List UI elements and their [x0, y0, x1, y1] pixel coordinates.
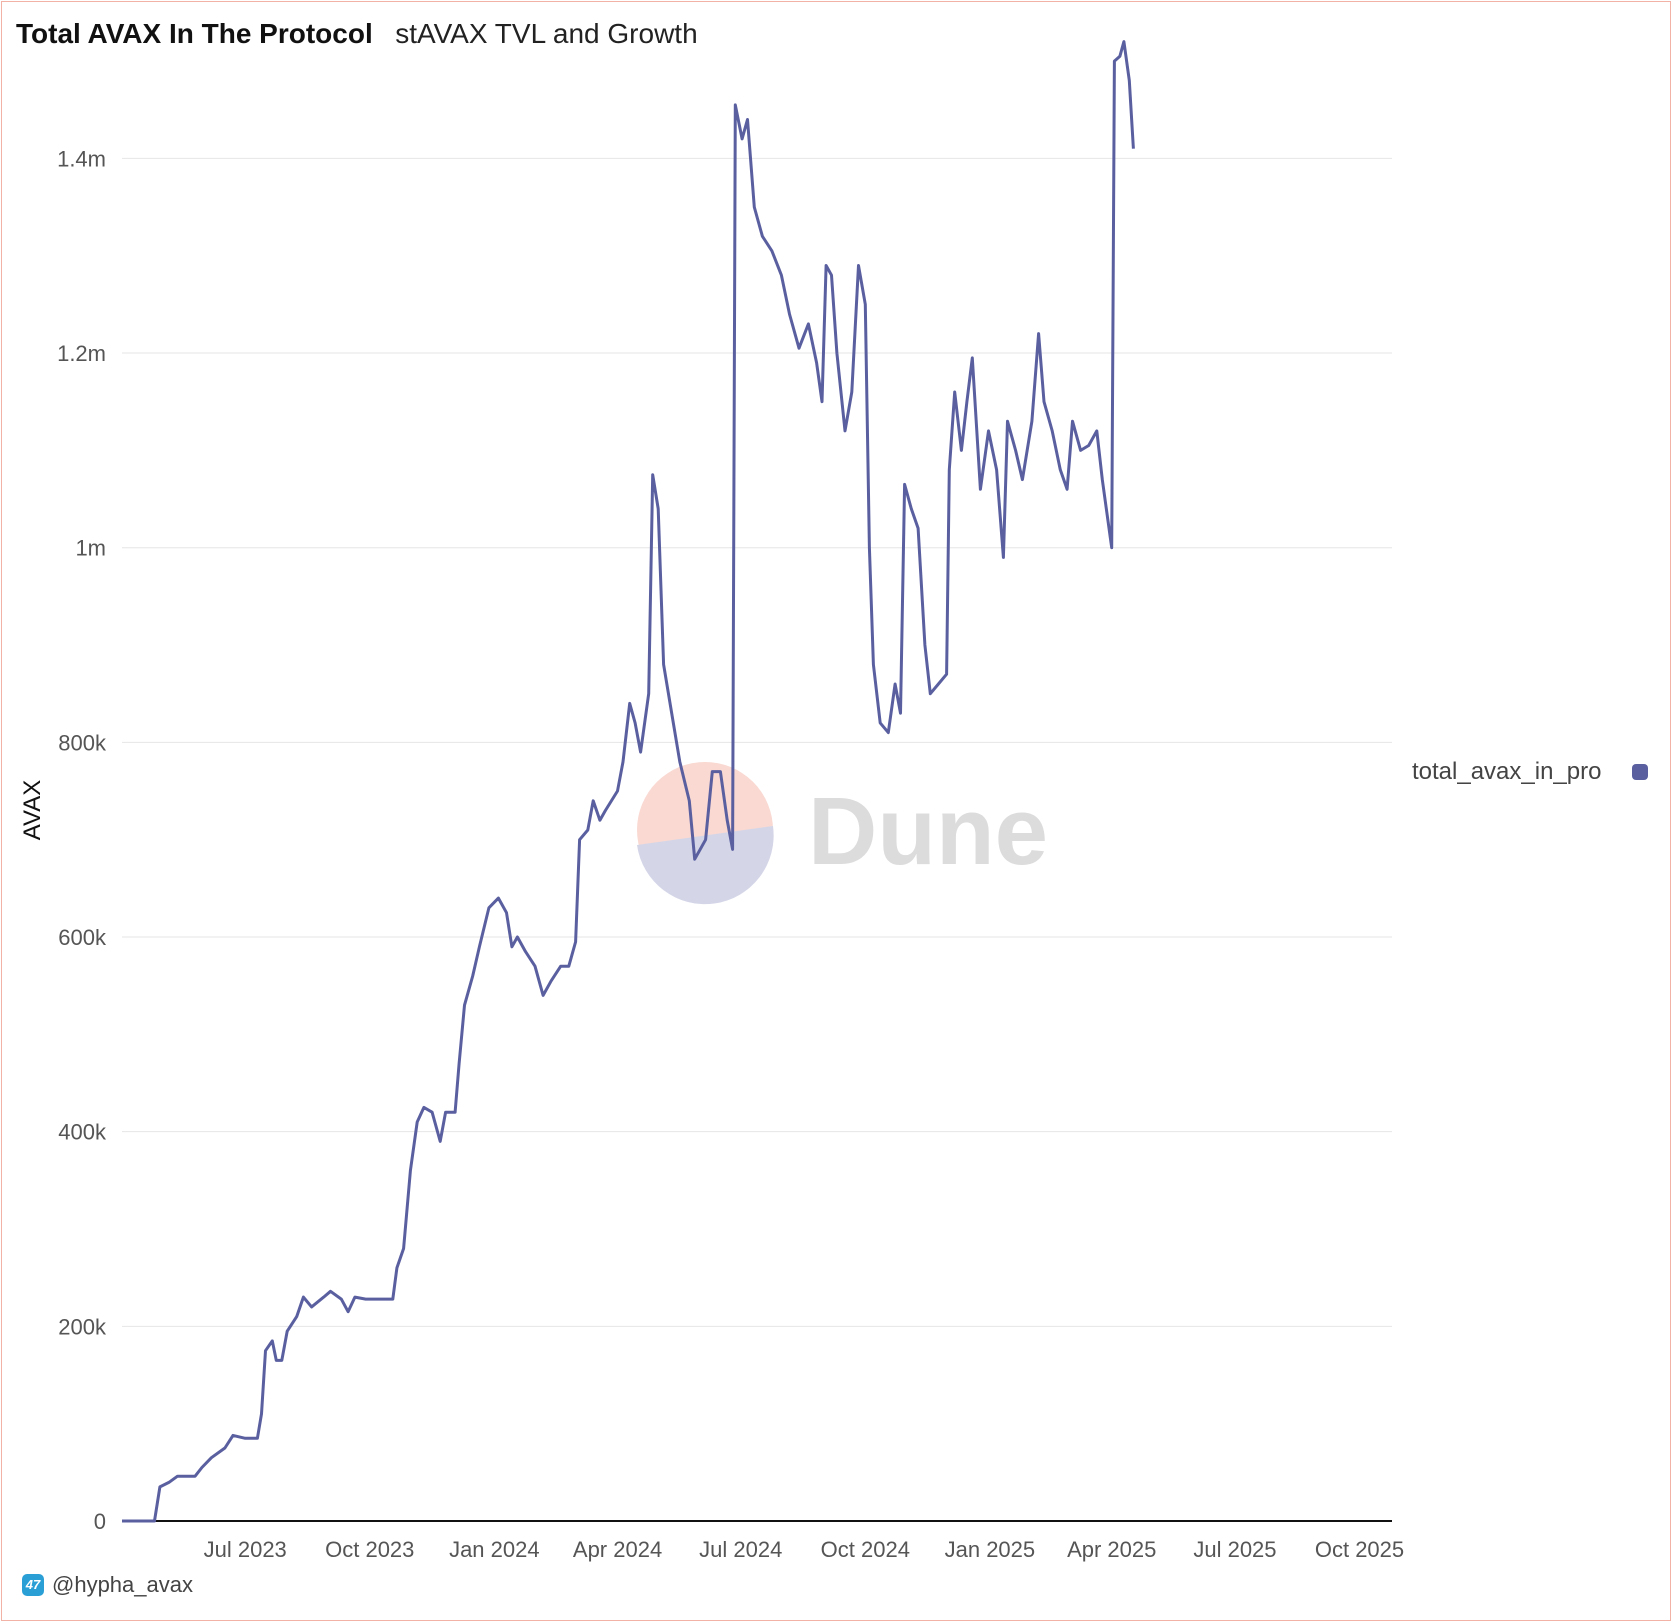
y-axis-ticks: 0 200k 400k 600k 800k 1m 1.2m 1.4m [57, 146, 107, 1534]
y-tick-label: 1m [75, 536, 106, 561]
x-tick-label: Oct 2023 [325, 1537, 414, 1562]
x-tick-label: Jan 2025 [945, 1537, 1036, 1562]
dune-watermark: Dune [637, 762, 1048, 905]
x-tick-label: Oct 2025 [1315, 1537, 1404, 1562]
legend-swatch [1632, 764, 1648, 780]
y-tick-label: 200k [58, 1314, 107, 1339]
y-tick-label: 1.2m [57, 341, 106, 366]
x-tick-label: Apr 2025 [1067, 1537, 1156, 1562]
y-tick-label: 400k [58, 1120, 107, 1145]
legend[interactable]: total_avax_in_pro [1412, 758, 1648, 786]
footer: 47 @hypha_avax [22, 1572, 193, 1598]
y-tick-label: 1.4m [57, 146, 106, 171]
y-tick-label: 600k [58, 925, 107, 950]
x-tick-label: Jan 2024 [449, 1537, 540, 1562]
x-tick-label: Oct 2024 [821, 1537, 910, 1562]
chart-title: Total AVAX In The Protocol [16, 18, 373, 49]
y-tick-label: 800k [58, 730, 107, 755]
x-axis-ticks: Jul 2023 Oct 2023 Jan 2024 Apr 2024 Jul 2024… [204, 1537, 1405, 1562]
x-tick-label: Jul 2024 [699, 1537, 782, 1562]
dune-user-icon: 47 [22, 1574, 44, 1596]
x-tick-label: Jul 2025 [1193, 1537, 1276, 1562]
y-tick-label: 0 [94, 1509, 106, 1534]
x-tick-label: Apr 2024 [573, 1537, 662, 1562]
y-axis-label: AVAX [19, 780, 46, 840]
series-layer [122, 40, 1135, 1523]
grid-lines [122, 157, 1392, 1327]
author-handle[interactable]: @hypha_avax [52, 1572, 193, 1597]
series-line-total_avax_in_pro[interactable] [122, 40, 1135, 1523]
watermark-text: Dune [808, 778, 1048, 885]
x-tick-label: Jul 2023 [204, 1537, 287, 1562]
legend-item-label: total_avax_in_pro [1412, 758, 1602, 785]
chart-header: Total AVAX In The Protocol stAVAX TVL an… [16, 18, 698, 50]
chart-subtitle: stAVAX TVL and Growth [395, 18, 698, 49]
